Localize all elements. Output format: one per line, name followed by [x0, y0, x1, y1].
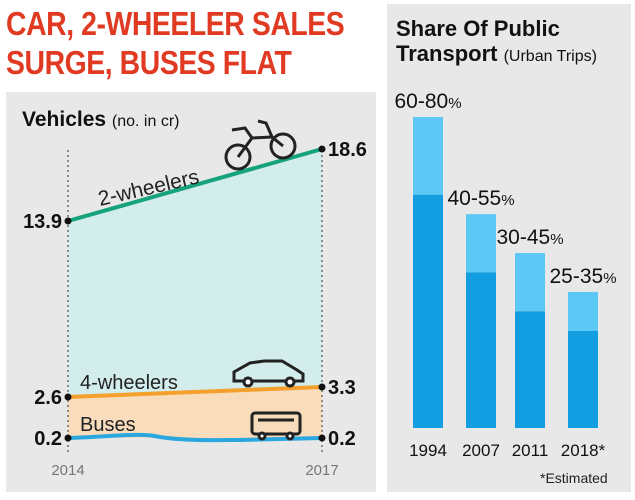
car-icon [232, 359, 305, 388]
data-point-3 [318, 383, 326, 391]
bar-value-unit-3: % [603, 270, 616, 287]
bar-base-2 [515, 311, 545, 428]
label-four-wheelers-2017: 3.3 [328, 377, 356, 399]
bar-value-label-2: 30-45% [496, 226, 563, 249]
bar-range-0 [413, 117, 443, 195]
public-transport-bar-chart: 60-80% 1994 40-55% 2007 30-45% 2011 25-35% 2018… [394, 90, 616, 460]
four-wheelers-area [68, 387, 322, 438]
series-name-buses: Buses [80, 414, 136, 436]
bar-category-1: 2007 [462, 441, 500, 460]
series-name-four-wheelers: 4-wheelers [80, 372, 178, 394]
headline-line-2: SURGE, BUSES FLAT [6, 44, 292, 81]
share-chart-title: Share Of Public Transport (Urban Trips) [396, 16, 597, 69]
share-unit-text: (Urban Trips) [503, 48, 597, 65]
bar-value-label-0: 60-80% [394, 90, 461, 113]
bus-icon [250, 411, 302, 441]
motorcycle-icon [224, 119, 297, 171]
data-point-0 [64, 217, 72, 225]
label-buses-2017: 0.2 [328, 428, 356, 450]
bar-range-3 [568, 291, 598, 331]
bar-value-unit-0: % [448, 95, 461, 112]
bar-base-3 [568, 330, 598, 428]
headline: CAR, 2-WHEELER SALES SURGE, BUSES FLAT [6, 4, 345, 82]
data-point-5 [318, 434, 326, 442]
bar-category-0: 1994 [409, 441, 447, 460]
bar-value-range-2: 30-45 [496, 226, 550, 249]
bar-value-unit-2: % [550, 231, 563, 248]
vehicles-title-text: Vehicles [22, 108, 107, 131]
label-two-wheelers-2014: 13.9 [23, 211, 62, 233]
headline-line-1: CAR, 2-WHEELER SALES [6, 5, 345, 42]
bar-value-label-1: 40-55% [447, 187, 514, 210]
bar-value-label-3: 25-35% [549, 265, 616, 288]
label-two-wheelers-2017: 18.6 [328, 139, 367, 161]
four-wheelers-line [67, 385, 323, 399]
bar-value-range-0: 60-80 [394, 90, 448, 113]
bar-range-1 [466, 214, 496, 273]
vehicles-chart-title: Vehicles (no. in cr) [22, 108, 179, 132]
vehicles-line-chart: 13.918.62.6 3.30.2 0.22-wheelers4-wheelers… [23, 139, 367, 479]
bar-range-2 [515, 253, 545, 312]
bar-category-3: 2018* [561, 441, 606, 460]
bar-value-range-1: 40-55 [447, 187, 501, 210]
bar-value-unit-1: % [501, 192, 514, 209]
share-title-line-2-wrap: Transport (Urban Trips) [396, 41, 597, 69]
x-tick-2017: 2017 [305, 462, 338, 479]
bar-base-1 [466, 272, 496, 428]
x-tick-2014: 2014 [51, 462, 84, 479]
share-title-line-1: Share Of Public [396, 16, 560, 41]
bar-category-2: 2011 [512, 441, 549, 460]
two-wheelers-line [67, 147, 323, 223]
bar-value-range-3: 25-35 [549, 265, 603, 288]
data-point-4 [64, 434, 72, 442]
label-buses-2014: 0.2 [34, 428, 62, 450]
buses-line [67, 432, 323, 443]
data-point-2 [64, 393, 72, 401]
two-wheelers-area [68, 149, 322, 397]
vehicle-icons [224, 119, 305, 441]
data-point-1 [318, 145, 326, 153]
estimated-footnote: *Estimated [540, 470, 608, 486]
bar-base-0 [413, 194, 443, 428]
vehicles-unit-text: (no. in cr) [111, 113, 180, 130]
label-four-wheelers-2014: 2.6 [34, 387, 62, 409]
share-title-line-2: Transport [396, 41, 498, 66]
